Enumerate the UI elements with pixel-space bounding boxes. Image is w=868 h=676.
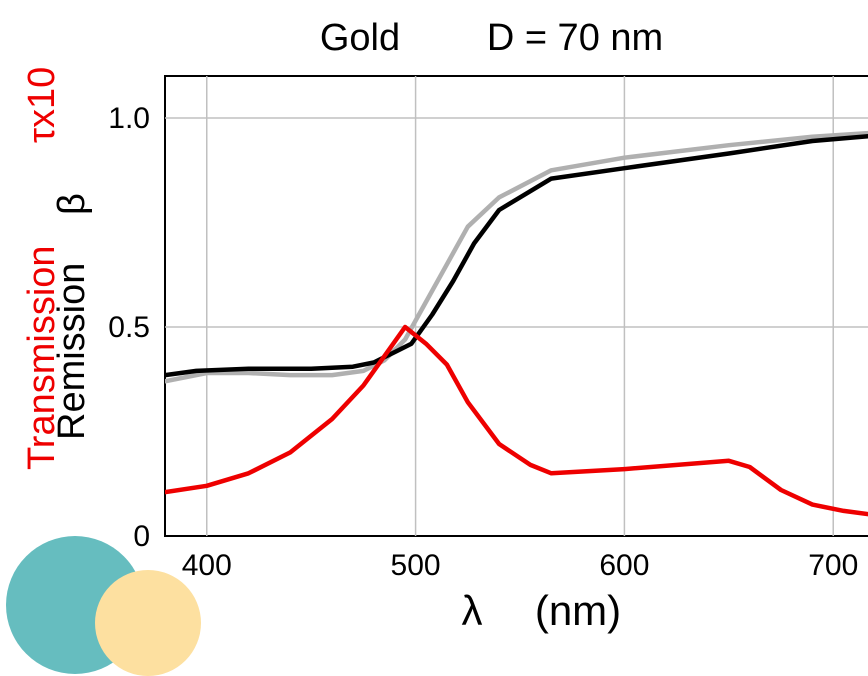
tick-labels: 400 500 600 700 0 0.5 1.0 xyxy=(108,102,858,582)
y-tick-label: 0.5 xyxy=(108,311,150,344)
series-line-red xyxy=(165,324,868,517)
y-axis-black-word: Remission xyxy=(51,263,93,440)
x-tick-label: 600 xyxy=(599,549,649,582)
chart-title-right: D = 70 nm xyxy=(487,17,663,59)
x-tick-label: 700 xyxy=(808,549,858,582)
x-tick-label: 400 xyxy=(182,549,232,582)
y-tick-label: 1.0 xyxy=(108,102,150,135)
y-axis-red-word: Transmission xyxy=(21,245,63,470)
grid xyxy=(165,76,868,536)
logo-yellow-circle xyxy=(95,570,201,676)
plot-frame xyxy=(164,75,868,537)
x-axis-unit: (nm) xyxy=(535,587,621,634)
series-line-gray xyxy=(165,130,868,384)
y-axis-black-symbol: β xyxy=(51,193,93,215)
series-line-black xyxy=(165,133,868,378)
x-axis-symbol: λ xyxy=(462,587,483,634)
chart-title-left: Gold xyxy=(320,17,400,59)
y-axis-red-symbol: τx10 xyxy=(21,67,63,143)
x-tick-label: 500 xyxy=(391,549,441,582)
series-lines xyxy=(165,130,868,517)
y-tick-label: 0 xyxy=(133,520,150,553)
